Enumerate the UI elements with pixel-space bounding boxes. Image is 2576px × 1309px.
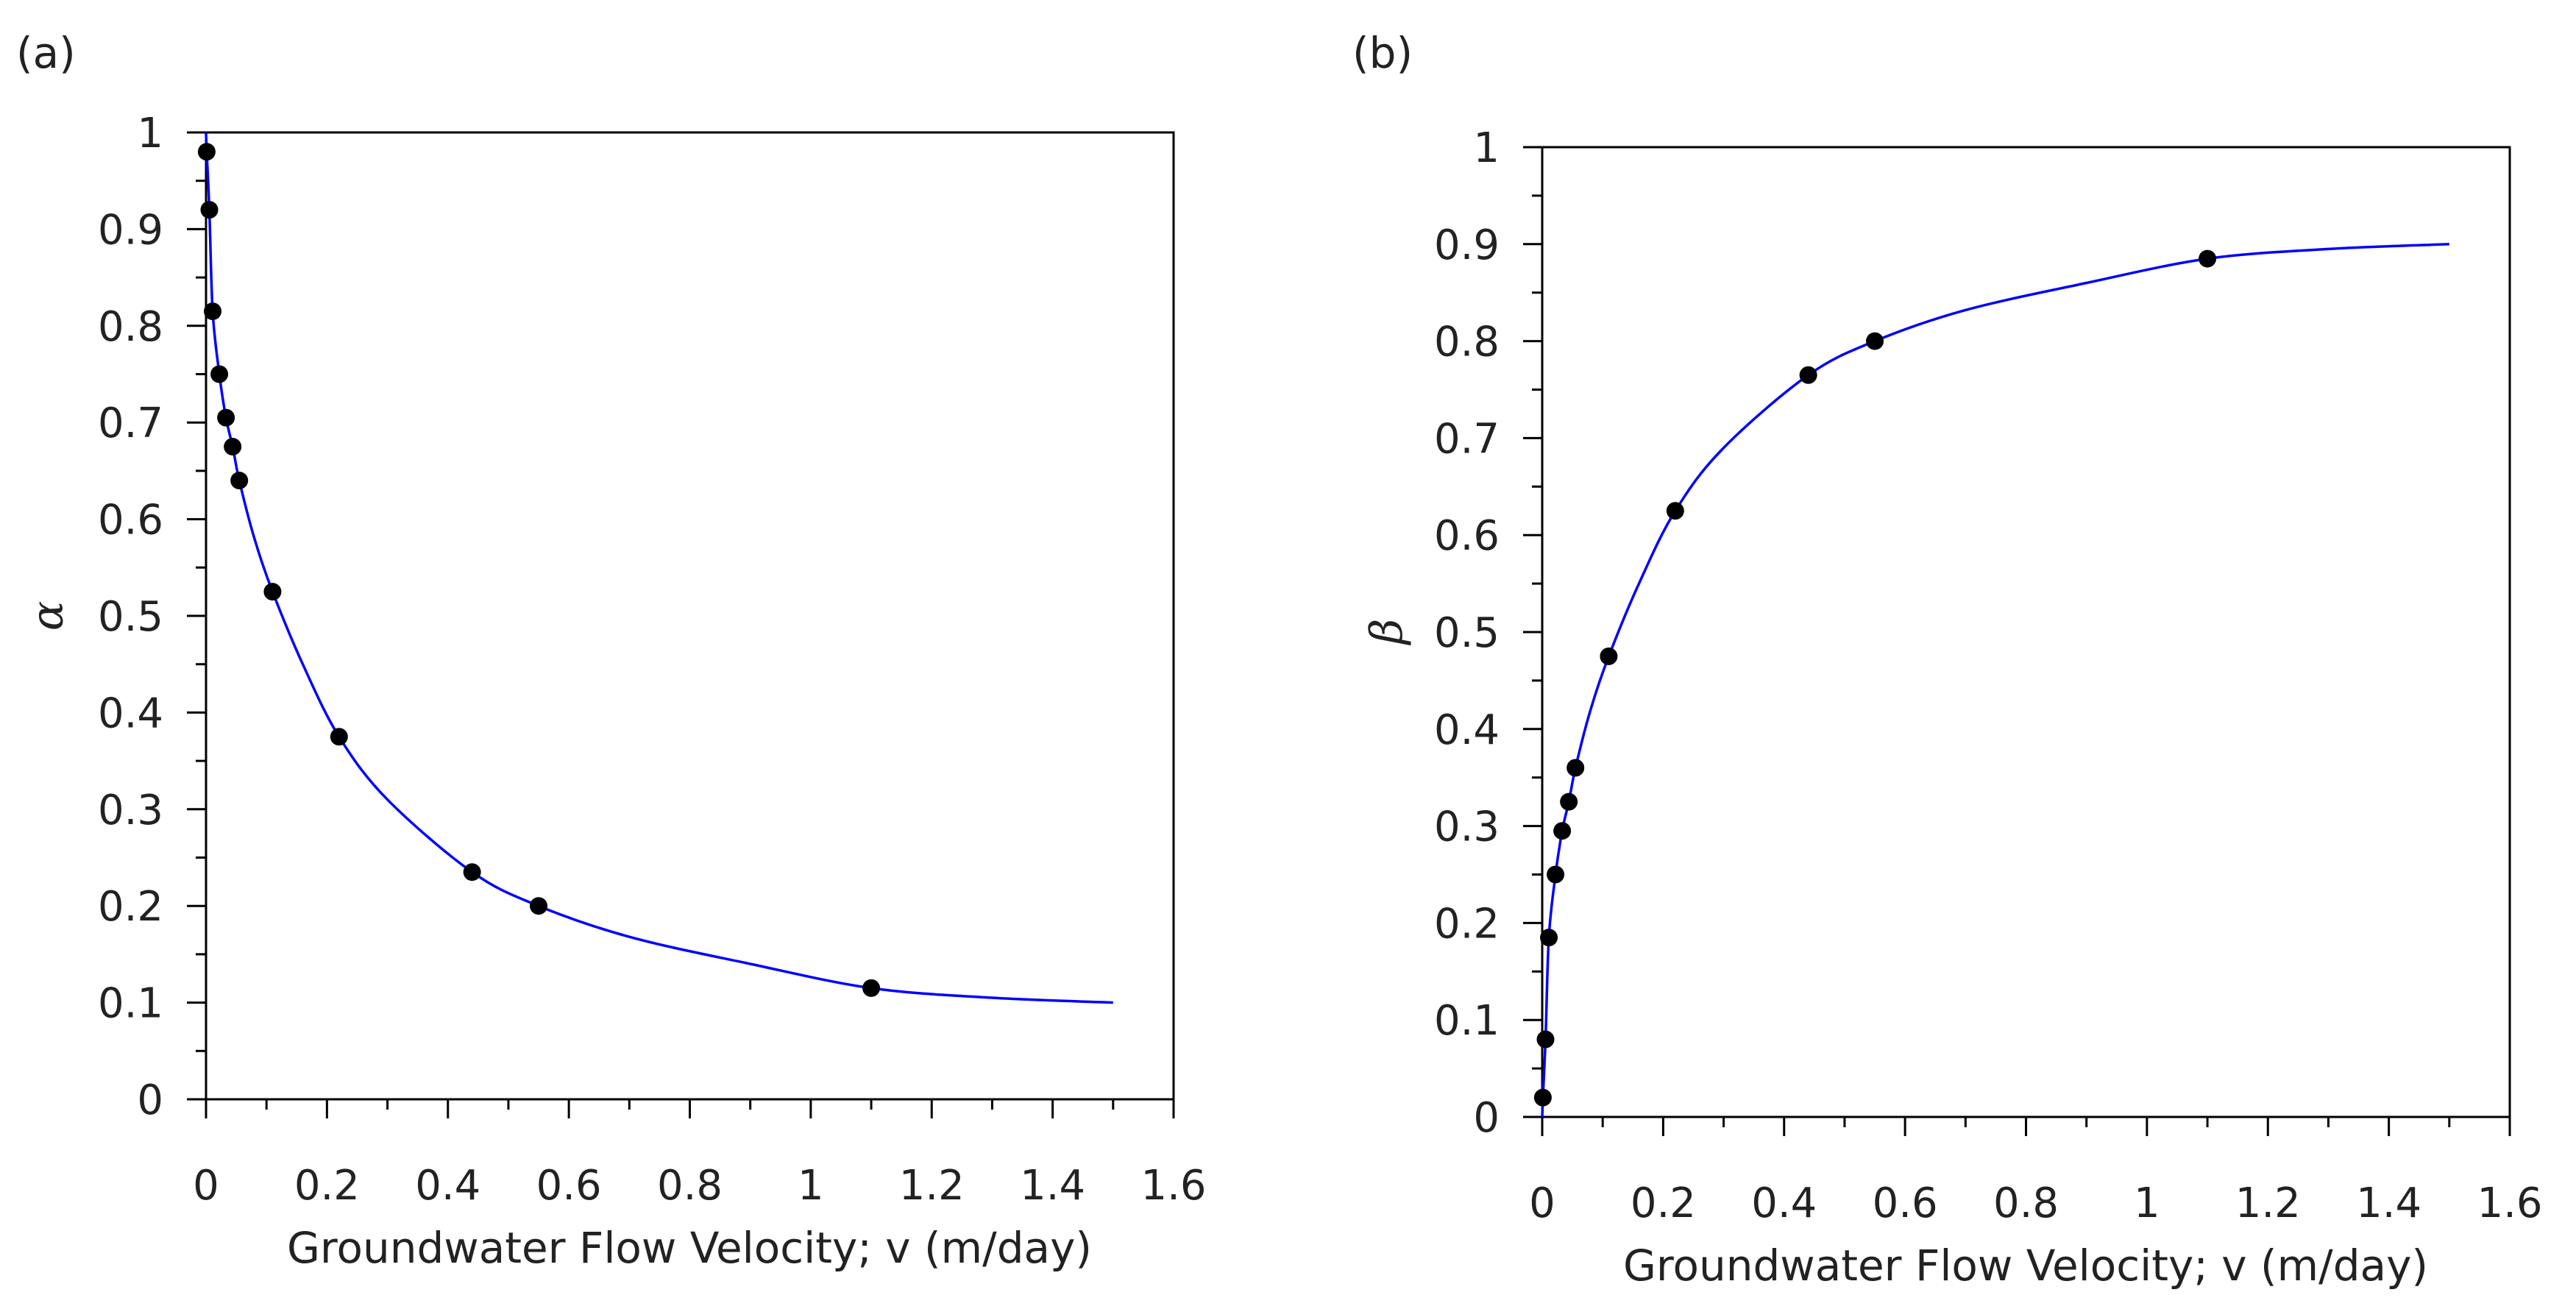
panel-b-x-axis-title: Groundwater Flow Velocity; v (m/day) [1623,1241,2428,1291]
panel-b-x-tick-label: 1.4 [2356,1179,2421,1227]
panel-b-y-tick-label: 0.3 [1434,804,1500,851]
panel-b-ticks [1523,146,2511,1136]
panel-a-data-point [230,472,249,490]
panel-b-markers [1533,249,2217,1107]
panel-a-y-tick-label: 0.2 [98,883,163,931]
panel-a: (a) 0 0.1 0.2 0.3 0.4 0.5 0.6 0.7 0.8 0.9 1 0 0.2 0.… [16,28,1207,1273]
panel-a-data-point [217,408,235,427]
panel-a-y-tick-label: 0.5 [98,593,163,641]
panel-b-y-tick-label: 0.5 [1434,609,1500,657]
panel-b-data-point [1553,822,1572,840]
panel-a-y-tick-label: 0.8 [98,303,163,351]
panel-a-y-tick-label: 0.1 [98,980,163,1028]
panel-a-label: (a) [16,28,76,78]
panel-b-y-axis-title: β [1361,619,1413,646]
panel-b-data-point [1547,865,1565,884]
panel-a-x-tick-label: 1.4 [1020,1162,1085,1210]
panel-a-x-tick-label: 1 [798,1162,824,1210]
panel-b-x-tick-label: 1.6 [2477,1179,2542,1227]
panel-a-data-point [330,728,348,746]
panel-b-y-tick-label: 0.4 [1434,706,1500,754]
panel-a-x-tick-label: 1.2 [899,1162,965,1210]
panel-a-data-point [197,143,216,161]
panel-b-x-tick-labels: 0 0.2 0.4 0.6 0.8 1 1.2 1.4 1.6 [1529,1179,2542,1227]
panel-a-x-tick-labels: 0 0.2 0.4 0.6 0.8 1 1.2 1.4 1.6 [193,1162,1206,1210]
panel-a-y-tick-label: 1 [137,110,163,157]
panel-a-x-tick-label: 0.6 [536,1162,602,1210]
panel-b-data-point [1533,1088,1552,1107]
panel-b-fit-curve [1541,243,2449,1118]
panel-b-y-tick-label: 0 [1473,1094,1500,1142]
panel-a-y-tick-label: 0 [137,1076,163,1124]
panel-b-data-point [1536,1030,1555,1049]
panel-a-fit-curve [205,132,1113,1004]
panel-a-markers [197,143,881,997]
panel-a-data-point [210,365,229,383]
panel-b-y-tick-label: 0.6 [1434,512,1500,560]
panel-b-y-tick-labels: 0 0.1 0.2 0.3 0.4 0.5 0.6 0.7 0.8 0.9 1 [1434,124,1500,1142]
panel-a-data-point [263,583,282,601]
panel-a-x-axis-title: Groundwater Flow Velocity; v (m/day) [287,1223,1092,1273]
panel-a-x-tick-label: 0.2 [294,1162,360,1210]
panel-a-y-tick-label: 0.7 [98,400,163,447]
panel-a-y-tick-label: 0.9 [98,206,163,254]
panel-a-y-tick-label: 0.4 [98,689,163,737]
panel-b-data-point [2199,249,2217,268]
panel-a-data-point [204,302,222,321]
panel-a-x-tick-label: 1.6 [1140,1162,1206,1210]
panel-a-data-point [463,863,481,881]
panel-b-y-tick-label: 1 [1473,124,1500,172]
panel-a-data-point [862,979,881,997]
panel-a-data-point [224,438,242,456]
panel-b-x-tick-label: 0.4 [1751,1179,1817,1227]
panel-a-x-tick-label: 0.8 [657,1162,723,1210]
panel-b-y-tick-label: 0.2 [1434,900,1500,948]
panel-b-label: (b) [1352,28,1413,78]
panel-a-data-point [200,201,219,219]
panel-b-x-tick-label: 1 [2134,1179,2160,1227]
panel-b-y-tick-label: 0.7 [1434,415,1500,463]
panel-b: (b) 0 0.1 0.2 0.3 0.4 0.5 0.6 0.7 0.8 0.9 1 0 0.2 0.… [1352,28,2543,1291]
panel-a-y-axis-title: α [22,601,74,631]
panel-b-y-tick-label: 0.1 [1434,997,1500,1045]
panel-a-y-tick-label: 0.6 [98,497,163,544]
panel-a-y-tick-labels: 0 0.1 0.2 0.3 0.4 0.5 0.6 0.7 0.8 0.9 1 [98,110,163,1124]
panel-b-x-tick-label: 0.8 [1993,1179,2059,1227]
panel-b-y-tick-label: 0.8 [1434,319,1500,366]
panel-b-data-point [1799,366,1817,384]
panel-b-data-point [1540,929,1558,947]
panel-a-data-point [530,897,548,915]
panel-b-data-point [1566,759,1585,777]
panel-b-y-tick-label: 0.9 [1434,221,1500,269]
panel-a-y-tick-label: 0.3 [98,787,163,834]
panel-a-plot-frame [205,131,1175,1101]
panel-b-x-tick-label: 1.2 [2235,1179,2301,1227]
panel-b-x-tick-label: 0.6 [1873,1179,1938,1227]
panel-b-x-tick-label: 0.2 [1631,1179,1696,1227]
panel-b-x-tick-label: 0 [1529,1179,1555,1227]
panel-b-plot-frame [1541,146,2511,1118]
panel-a-x-tick-label: 0.4 [415,1162,480,1210]
panel-b-data-point [1560,792,1578,811]
panel-b-data-point [1866,332,1884,350]
panel-a-ticks [187,131,1175,1118]
panel-b-data-point [1666,502,1684,520]
panel-b-data-point [1600,647,1618,665]
panel-a-x-tick-label: 0 [193,1162,219,1210]
